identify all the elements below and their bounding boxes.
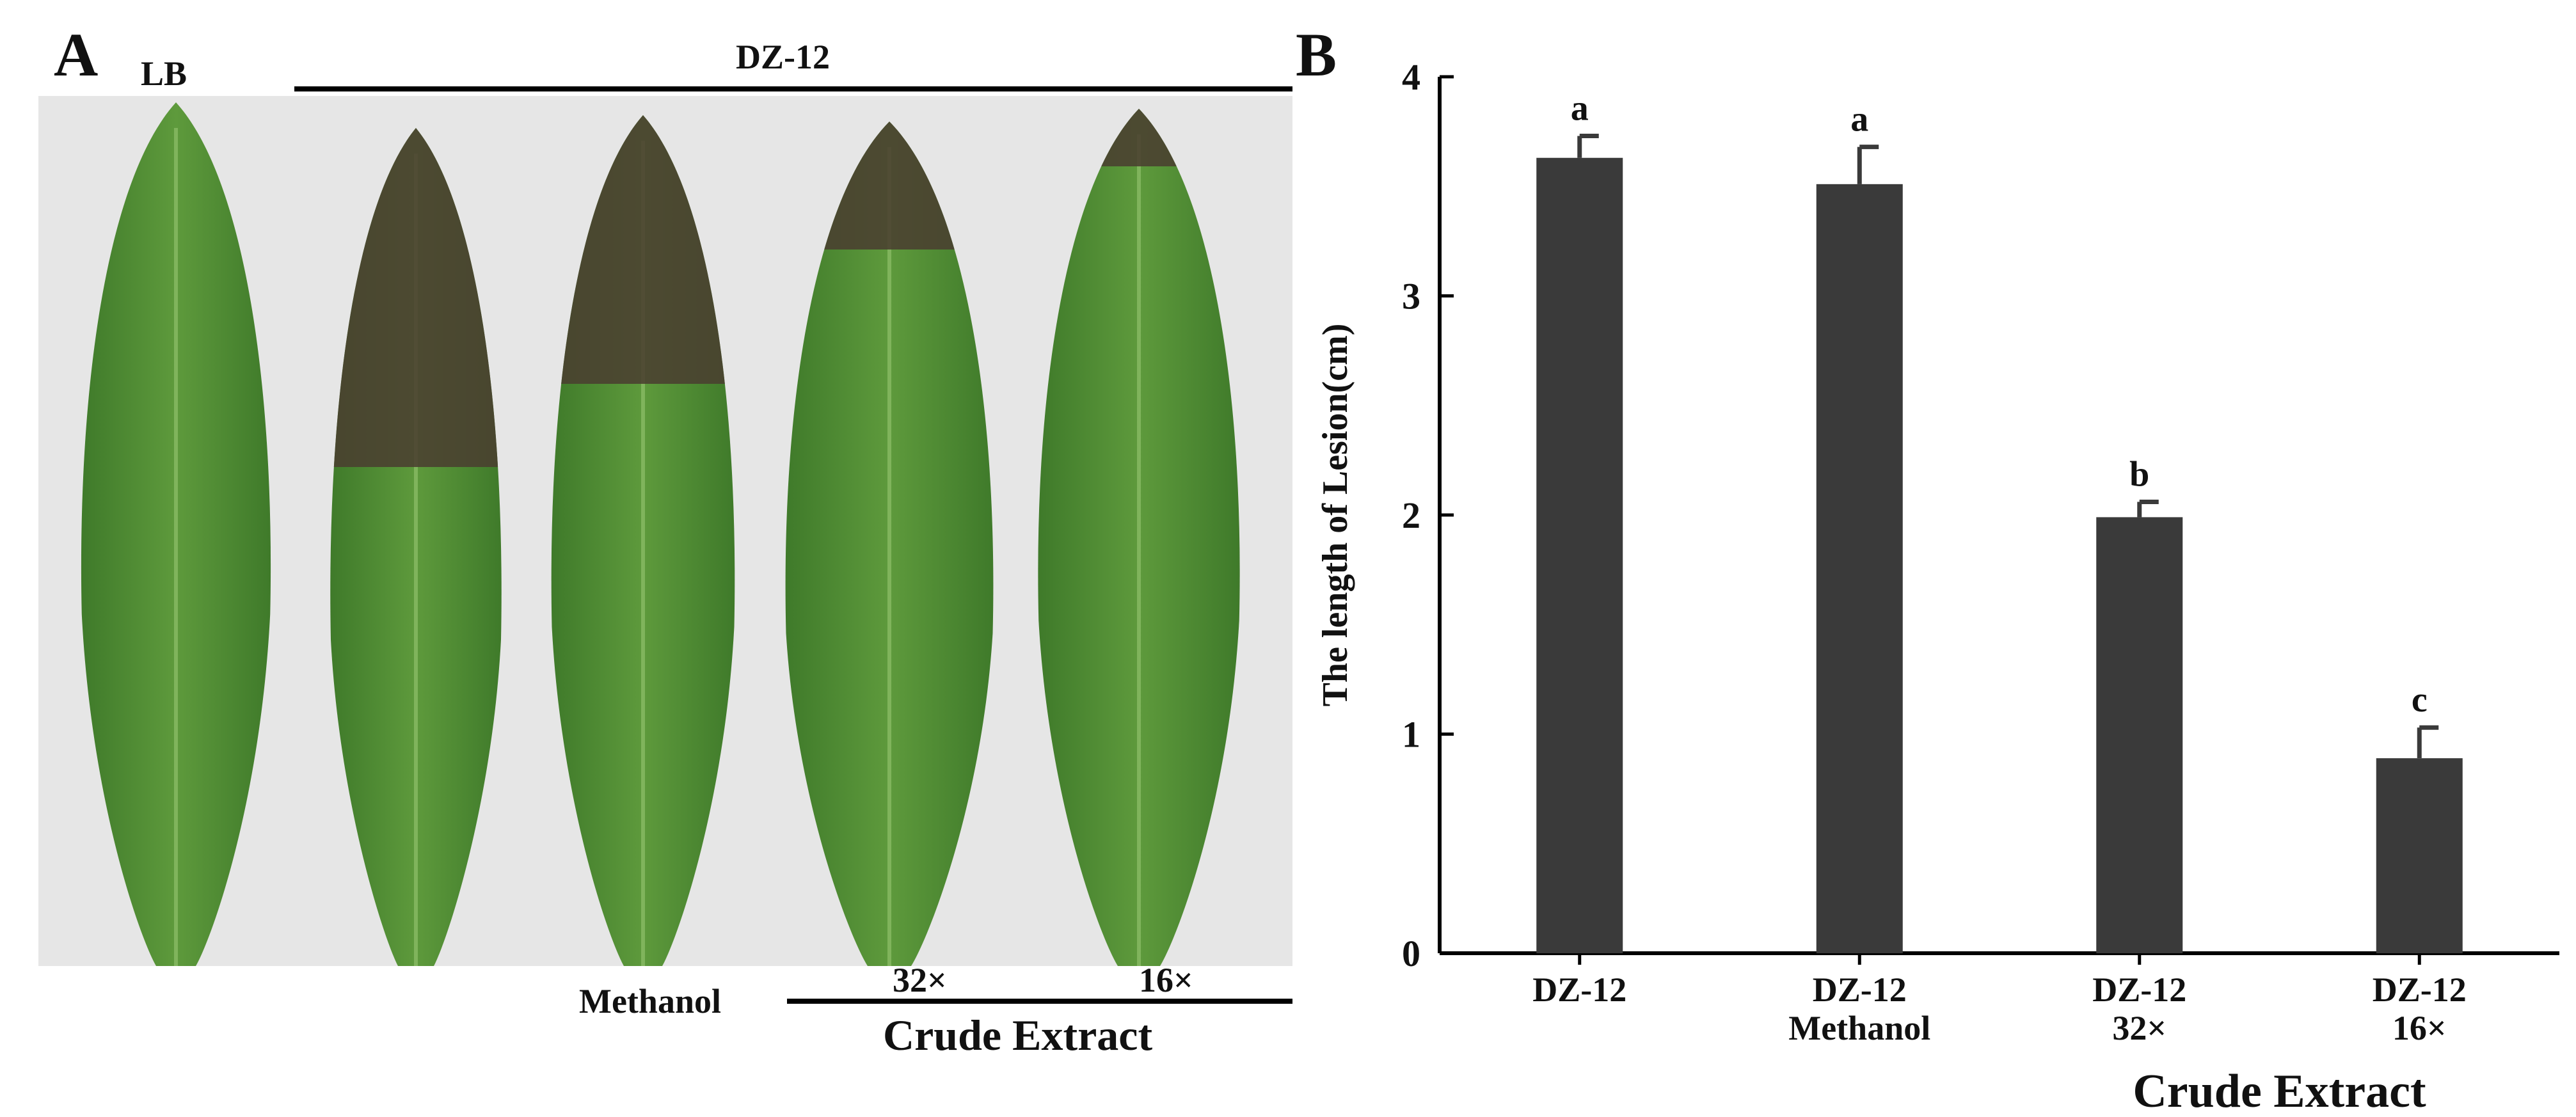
lesion-bar-chart: 0 1 2 3 4 The length of Lesion(cm) a DZ-12 a DZ-1… bbox=[1316, 58, 2559, 1113]
leaf-photos bbox=[38, 96, 1292, 966]
dz12-group-rule bbox=[294, 86, 1292, 91]
x-tick-label: DZ-12 bbox=[1532, 970, 1626, 1009]
significance-label: a bbox=[1850, 100, 1868, 139]
x-tick-label: DZ-12 bbox=[2373, 970, 2467, 1009]
crude-extract-rule-a bbox=[787, 999, 1292, 1004]
y-tick-label: 4 bbox=[1402, 58, 1420, 98]
panel-a-letter: A bbox=[54, 20, 99, 89]
x-tick-label: Methanol bbox=[1788, 1009, 1930, 1047]
crude-extract-label-a: Crude Extract bbox=[883, 1011, 1153, 1059]
bar bbox=[1816, 184, 1903, 954]
y-tick-label: 3 bbox=[1402, 276, 1420, 317]
leaf-1 bbox=[81, 102, 271, 966]
y-tick-label: 0 bbox=[1402, 933, 1420, 974]
x-tick-label: DZ-12 bbox=[2092, 970, 2186, 1009]
y-tick-label: 1 bbox=[1402, 714, 1420, 756]
x-tick-label: 32× bbox=[2112, 1009, 2167, 1047]
bar bbox=[2376, 758, 2463, 953]
dz12-group-label: DZ-12 bbox=[736, 38, 830, 76]
conc-32-label: 32× bbox=[893, 961, 947, 999]
y-tick-label: 2 bbox=[1402, 495, 1420, 536]
significance-label: c bbox=[2412, 680, 2428, 720]
y-axis-label: The length of Lesion(cm) bbox=[1316, 324, 1355, 707]
bar bbox=[2096, 517, 2183, 953]
bar bbox=[1536, 157, 1623, 954]
significance-label: a bbox=[1571, 88, 1589, 128]
lb-label: LB bbox=[141, 54, 187, 93]
methanol-label: Methanol bbox=[579, 982, 721, 1020]
x-tick-label: DZ-12 bbox=[1813, 970, 1907, 1009]
panel-b-letter: B bbox=[1296, 20, 1337, 89]
crude-extract-label-b: Crude Extract bbox=[2133, 1065, 2426, 1113]
significance-label: b bbox=[2129, 454, 2149, 494]
x-tick-label: 16× bbox=[2392, 1009, 2447, 1047]
conc-16-label: 16× bbox=[1139, 961, 1193, 999]
